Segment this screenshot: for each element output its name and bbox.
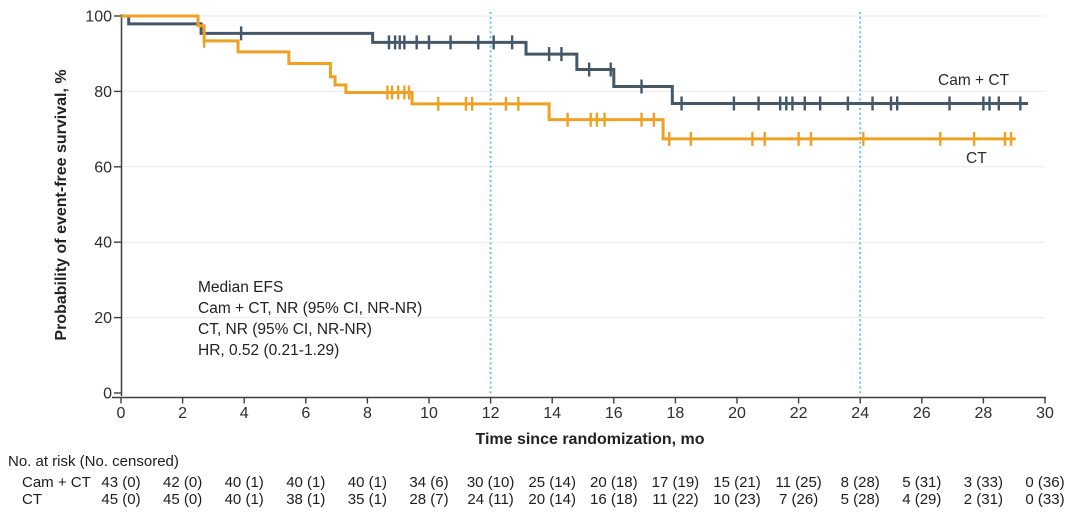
y-axis-title: Probability of event-free survival, % xyxy=(53,69,70,340)
risk-cell: 35 (1) xyxy=(348,491,387,508)
risk-cell: 8 (28) xyxy=(841,474,880,491)
x-tick-label: 2 xyxy=(178,405,187,422)
risk-cell: 11 (22) xyxy=(652,491,698,508)
y-tick-label: 20 xyxy=(94,310,112,327)
risk-cell: 40 (1) xyxy=(225,474,264,491)
median-efs-annotation: Median EFS Cam + CT, NR (95% CI, NR-NR) … xyxy=(198,279,422,359)
km-curve-ct xyxy=(121,14,1016,141)
risk-cell: 20 (14) xyxy=(528,491,576,508)
risk-cell: 4 (29) xyxy=(902,491,941,508)
risk-cell: 16 (18) xyxy=(590,491,638,508)
risk-cell: 5 (28) xyxy=(841,491,880,508)
risk-cell: 25 (14) xyxy=(528,474,576,491)
risk-cell: 11 (25) xyxy=(775,474,821,491)
risk-cell: 40 (1) xyxy=(348,474,387,491)
x-tick-label: 20 xyxy=(728,405,746,422)
x-tick-label: 14 xyxy=(543,405,561,422)
risk-cell: 42 (0) xyxy=(163,474,202,491)
annotation-line-3: CT, NR (95% CI, NR-NR) xyxy=(198,321,372,338)
x-tick-label: 12 xyxy=(482,405,500,422)
x-tick-label: 18 xyxy=(667,405,685,422)
x-tick-label: 26 xyxy=(913,405,931,422)
annotation-line-2: Cam + CT, NR (95% CI, NR-NR) xyxy=(198,300,422,317)
risk-cell: 20 (18) xyxy=(590,474,638,491)
risk-cell: 24 (11) xyxy=(467,491,513,508)
risk-cell: 7 (26) xyxy=(779,491,818,508)
axes xyxy=(112,14,1046,404)
x-tick-label: 24 xyxy=(851,405,869,422)
x-tick-label: 30 xyxy=(1036,405,1054,422)
risk-table: No. at risk (No. censored) Cam + CT CT xyxy=(8,453,179,508)
km-curve-cam+ct xyxy=(121,14,1029,105)
risk-cell: 40 (1) xyxy=(225,491,264,508)
risk-cell: 38 (1) xyxy=(286,491,325,508)
risk-cell: 0 (36) xyxy=(1025,474,1064,491)
x-axis-title: Time since randomization, mo xyxy=(475,431,704,448)
risk-cell: 10 (23) xyxy=(713,491,761,508)
risk-cell: 2 (31) xyxy=(964,491,1003,508)
x-tick-label: 10 xyxy=(420,405,438,422)
risk-cell: 40 (1) xyxy=(286,474,325,491)
x-tick-label: 0 xyxy=(117,405,126,422)
y-tick-label: 100 xyxy=(85,9,112,26)
risk-cell: 17 (19) xyxy=(652,474,700,491)
x-tick-label: 28 xyxy=(975,405,993,422)
risk-table-header: No. at risk (No. censored) xyxy=(8,453,179,470)
gridlines xyxy=(121,15,1045,319)
risk-cell: 15 (21) xyxy=(713,474,761,491)
x-tick-label: 16 xyxy=(605,405,623,422)
y-tick-label: 80 xyxy=(94,84,112,101)
y-tick-label: 40 xyxy=(94,235,112,252)
risk-table-cells: 43 (0) 42 (0) 40 (1) 40 (1) 40 (1) 34 (6) 30 (… xyxy=(101,474,1064,508)
risk-cell: 43 (0) xyxy=(101,474,140,491)
x-tick-label: 8 xyxy=(363,405,372,422)
y-tick-label: 0 xyxy=(103,386,112,403)
y-tick-label: 60 xyxy=(94,159,112,176)
risk-cell: 3 (33) xyxy=(964,474,1003,491)
risk-cell: 34 (6) xyxy=(409,474,448,491)
annotation-line-1: Median EFS xyxy=(198,279,283,296)
risk-row-label-ct: CT xyxy=(22,491,42,508)
curve-label-ct: CT xyxy=(966,150,987,167)
risk-cell: 30 (10) xyxy=(467,474,515,491)
risk-row-label-cam-ct: Cam + CT xyxy=(22,474,91,491)
x-tick-label: 22 xyxy=(790,405,808,422)
reference-lines xyxy=(489,12,862,396)
censor-marks xyxy=(202,26,1022,146)
risk-cell: 0 (33) xyxy=(1025,491,1064,508)
risk-cell: 5 (31) xyxy=(902,474,941,491)
annotation-line-4: HR, 0.52 (0.21-1.29) xyxy=(198,342,339,359)
survival-curves xyxy=(121,14,1029,141)
risk-cell: 45 (0) xyxy=(101,491,140,508)
risk-cell: 45 (0) xyxy=(163,491,202,508)
x-tick-label: 4 xyxy=(240,405,249,422)
x-tick-label: 6 xyxy=(301,405,310,422)
curve-label-cam-ct: Cam + CT xyxy=(938,72,1010,89)
risk-cell: 28 (7) xyxy=(409,491,448,508)
